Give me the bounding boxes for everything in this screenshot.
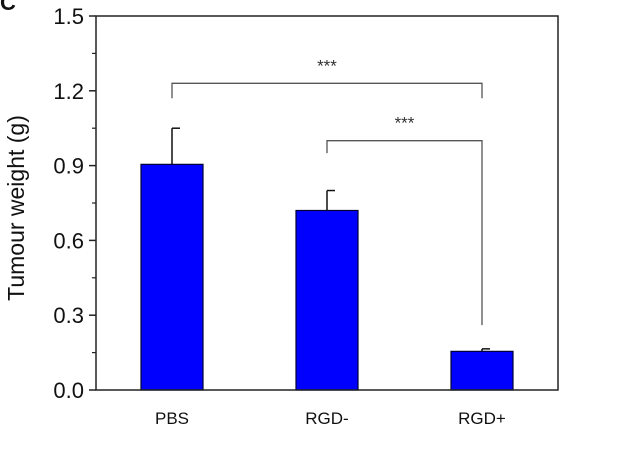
- panel-letter: C: [0, 0, 16, 15]
- x-tick-label: PBS: [155, 409, 189, 428]
- y-tick-label: 1.2: [53, 79, 84, 104]
- x-tick-label: RGD+: [458, 409, 506, 428]
- y-tick-label: 0.3: [53, 303, 84, 328]
- significance-label: ***: [395, 114, 415, 133]
- x-tick-label: RGD-: [305, 409, 348, 428]
- significance-bracket: [171, 82, 483, 99]
- y-axis-title: Tumour weight (g): [3, 115, 29, 301]
- bar-rgd-: [450, 350, 514, 391]
- bars: [140, 127, 514, 391]
- y-tick-label: 1.5: [53, 4, 84, 29]
- bar-pbs: [140, 163, 204, 391]
- significance-bracket: [326, 140, 483, 326]
- y-tick-label: 0.9: [53, 154, 84, 179]
- plot-frame: [95, 15, 559, 391]
- y-tick-label: 0.6: [53, 228, 84, 253]
- y-tick-label: 0.0: [53, 378, 84, 403]
- bar-rgd-: [295, 209, 359, 391]
- y-axis: 0.0 0.3 0.6 0.9 1.2 1.5: [53, 4, 96, 403]
- significance-label: ***: [317, 56, 337, 75]
- x-axis: PBS RGD- RGD+: [155, 409, 506, 428]
- significance-brackets: *** ***: [171, 56, 483, 326]
